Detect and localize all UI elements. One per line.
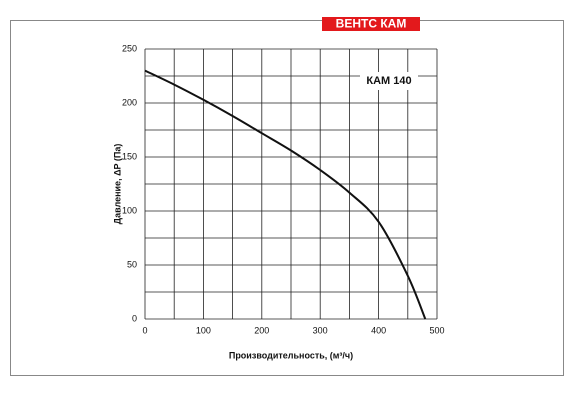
x-tick-label: 0 xyxy=(142,325,147,335)
y-tick-label: 50 xyxy=(127,259,137,269)
x-tick-label: 400 xyxy=(371,325,386,335)
y-axis-label: Давление, ΔP (Па) xyxy=(112,144,122,225)
y-tick-label: 200 xyxy=(122,97,137,107)
brand-banner xyxy=(322,17,420,31)
y-tick-label: 150 xyxy=(122,151,137,161)
frame xyxy=(10,20,564,376)
x-axis-label: Производительность, (м³/ч) xyxy=(229,350,353,360)
y-tick-label: 0 xyxy=(132,313,137,323)
x-tick-label: 300 xyxy=(313,325,328,335)
legend-box xyxy=(360,72,418,90)
x-tick-label: 200 xyxy=(254,325,269,335)
x-tick-label: 500 xyxy=(429,325,444,335)
x-tick-label: 100 xyxy=(196,325,211,335)
y-tick-label: 250 xyxy=(122,43,137,53)
curve xyxy=(144,69,427,320)
y-tick-label: 100 xyxy=(122,205,137,215)
brand: ВЕНТС КАМ xyxy=(336,17,407,31)
legend-label: КАМ 140 xyxy=(366,75,411,87)
